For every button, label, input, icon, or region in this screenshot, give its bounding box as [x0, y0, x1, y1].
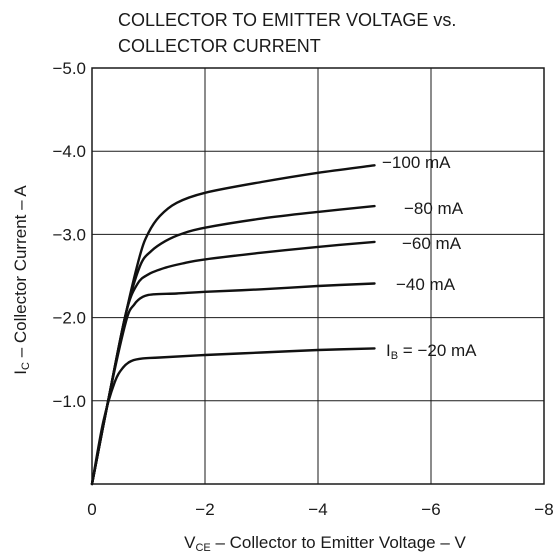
y-tick-label: −1.0 — [52, 392, 86, 411]
series-line-4 — [90, 347, 376, 486]
y-tick-label: −3.0 — [52, 225, 86, 244]
y-axis-label-rest: – Collector Current – A — [11, 185, 30, 362]
x-tick-label: −6 — [421, 500, 440, 519]
y-tick-label: −4.0 — [52, 142, 86, 161]
y-axis-ticks: −1.0 −2.0 −3.0 −4.0 −5.0 — [52, 59, 86, 411]
y-tick-label: −2.0 — [52, 309, 86, 328]
y-tick-label: −5.0 — [52, 59, 86, 78]
x-tick-label: 0 — [87, 500, 96, 519]
curve-label-0: −100 mA — [382, 153, 451, 172]
curve-label-sub: B — [391, 350, 398, 362]
chart-title-line-1: COLLECTOR TO EMITTER VOLTAGE vs. — [118, 10, 456, 30]
x-axis-label-sub: CE — [195, 542, 210, 554]
y-axis-label-main: I — [11, 370, 30, 375]
series-line-0 — [90, 164, 376, 486]
series-line-3 — [90, 282, 376, 486]
chart-title-line-2: COLLECTOR CURRENT — [118, 36, 321, 56]
series — [90, 164, 376, 486]
series-line-1 — [90, 204, 376, 486]
x-tick-label: −2 — [195, 500, 214, 519]
x-tick-label: −4 — [308, 500, 327, 519]
curve-label-rest: = −20 mA — [398, 341, 477, 360]
y-axis-label-sub: C — [20, 362, 32, 370]
x-axis-ticks: 0 −2 −4 −6 −8 — [87, 500, 553, 519]
curve-label-2: −60 mA — [402, 234, 462, 253]
y-axis-label: IC – Collector Current – A — [11, 185, 32, 375]
x-tick-label: −8 — [534, 500, 553, 519]
x-axis-label-main: V — [184, 533, 196, 552]
curve-label-1: −80 mA — [404, 199, 464, 218]
curve-label-4: IB = −20 mA — [386, 341, 477, 362]
x-axis-label: VCE – Collector to Emitter Voltage – V — [184, 533, 466, 554]
curve-label-3: −40 mA — [396, 275, 456, 294]
curve-label-main: I — [386, 341, 391, 360]
curve-labels: −100 mA −80 mA −60 mA −40 mA IB = −20 mA — [382, 153, 477, 362]
plot-frame — [91, 67, 545, 485]
x-axis-label-rest: – Collector to Emitter Voltage – V — [211, 533, 467, 552]
grid — [91, 67, 545, 484]
chart-title: COLLECTOR TO EMITTER VOLTAGE vs. COLLECT… — [118, 10, 456, 56]
